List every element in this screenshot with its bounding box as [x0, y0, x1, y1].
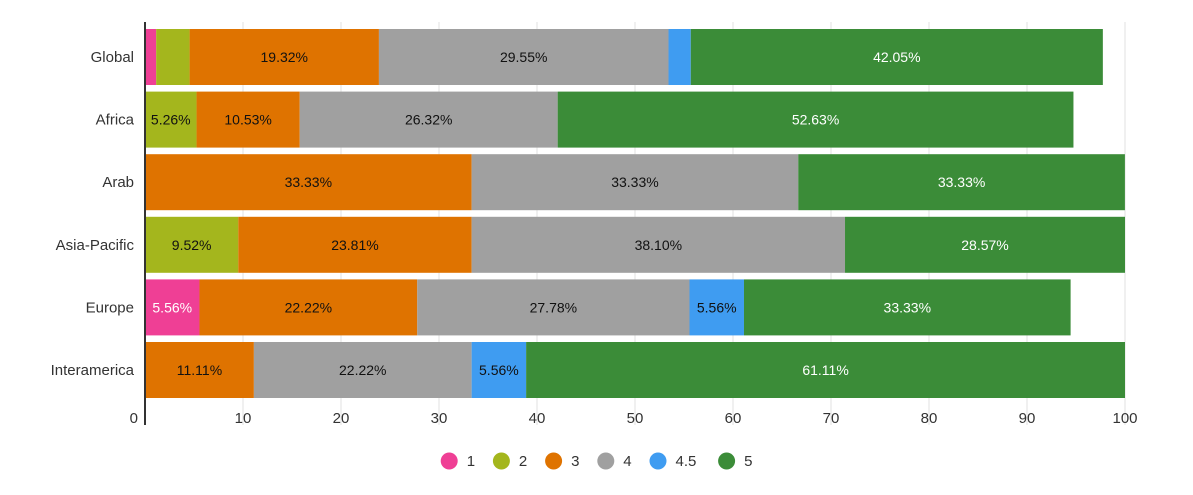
data-label-europe-series-3: 22.22%	[285, 299, 332, 315]
bar-asia-pacific-series-3	[238, 216, 472, 273]
x-tick-label: 30	[431, 410, 448, 427]
bar-global-series-1	[145, 29, 157, 85]
data-label-global-series-4: 29.55%	[500, 49, 547, 65]
bars	[145, 29, 1125, 398]
legend-item-2[interactable]: 2	[492, 452, 527, 471]
legend-swatch-2	[492, 452, 510, 470]
legend-label-3: 3	[571, 453, 579, 470]
bar-interamerica-series-5	[526, 342, 1125, 398]
x-tick-label: 20	[333, 410, 350, 427]
x-tick-label: 40	[529, 410, 546, 427]
data-label-africa-series-5: 52.63%	[792, 112, 839, 128]
bar-africa-series-2	[145, 91, 197, 148]
bar-arab-series-3	[145, 154, 472, 211]
data-label-global-series-3: 19.32%	[261, 49, 308, 65]
data-label-europe-series-1: 5.56%	[152, 299, 192, 315]
category-label-asia-pacific: Asia-Pacific	[56, 237, 135, 254]
category-axis-labels: Global Africa Arab Asia-Pacific Europe Intera…	[51, 49, 135, 379]
legend: 1 2 3 4 4.5 5	[440, 452, 752, 471]
bar-global-series-4-5	[668, 29, 691, 85]
bar-asia-pacific-series-4	[471, 216, 846, 273]
legend-item-4[interactable]: 4	[597, 452, 632, 471]
bar-europe-series-4-5	[689, 279, 744, 336]
data-label-asia-pacific-series-2: 9.52%	[172, 237, 212, 253]
data-label-arab-series-4: 33.33%	[611, 174, 658, 190]
x-tick-label: 50	[627, 410, 644, 427]
legend-swatch-4-5	[649, 452, 667, 470]
category-label-interamerica: Interamerica	[51, 362, 135, 379]
data-label-arab-series-3: 33.33%	[285, 174, 332, 190]
x-tick-label: 60	[725, 410, 742, 427]
bar-arab-series-5	[798, 154, 1125, 211]
bar-europe-series-4	[417, 279, 690, 336]
legend-label-4: 4	[623, 453, 631, 470]
data-label-arab-series-5: 33.33%	[938, 174, 985, 190]
data-label-asia-pacific-series-5: 28.57%	[961, 237, 1008, 253]
data-label-europe-series-4-5: 5.56%	[697, 299, 737, 315]
bar-asia-pacific-series-2	[145, 216, 239, 273]
data-label-asia-pacific-series-3: 23.81%	[331, 237, 378, 253]
legend-label-1: 1	[467, 453, 475, 470]
x-tick-label: 70	[823, 410, 840, 427]
data-label-africa-series-2: 5.26%	[151, 112, 191, 128]
x-tick-label: 80	[921, 410, 938, 427]
data-label-europe-series-4: 27.78%	[530, 299, 577, 315]
data-label-europe-series-5: 33.33%	[884, 299, 931, 315]
bar-arab-series-4	[471, 154, 799, 211]
data-label-interamerica-series-3: 11.11%	[177, 362, 222, 378]
data-label-interamerica-series-4-5: 5.56%	[479, 362, 519, 378]
bar-europe-series-3	[199, 279, 418, 336]
bar-africa-series-4	[299, 91, 558, 148]
category-label-global: Global	[91, 49, 134, 66]
category-label-europe: Europe	[86, 299, 134, 316]
bar-global-series-3	[189, 29, 379, 85]
legend-item-3[interactable]: 3	[545, 452, 579, 471]
bar-global-series-4	[378, 29, 669, 85]
legend-label-4-5: 4.5	[676, 453, 697, 470]
category-label-africa: Africa	[96, 112, 135, 129]
legend-item-5[interactable]: 5	[718, 452, 752, 471]
bar-global-series-2	[156, 29, 190, 85]
category-label-arab: Arab	[102, 174, 134, 191]
data-label-africa-series-4: 26.32%	[405, 112, 452, 128]
data-label-interamerica-series-5: 61.11%	[802, 362, 848, 378]
x-tick-label: 90	[1019, 410, 1036, 427]
x-tick-label: 10	[235, 410, 252, 427]
data-label-asia-pacific-series-4: 38.10%	[635, 237, 682, 253]
x-axis-tick-labels: 0 10 20 30 40 50 60 70 80 90 100	[130, 410, 1138, 427]
bar-interamerica-series-4	[253, 342, 472, 398]
bar-interamerica-series-3	[145, 342, 254, 398]
x-tick-label: 0	[130, 410, 138, 427]
bar-africa-series-3	[196, 91, 300, 148]
legend-item-4-5[interactable]: 4.5	[649, 452, 697, 471]
data-label-global-series-5: 42.05%	[873, 49, 920, 65]
legend-swatch-1	[440, 452, 458, 470]
data-label-interamerica-series-4: 22.22%	[339, 362, 386, 378]
bar-data-labels: 19.32% 29.55% 42.05% 5.26% 10.53% 26.32% 52.63…	[151, 49, 1009, 378]
legend-label-5: 5	[744, 453, 752, 470]
x-tick-label: 100	[1112, 410, 1137, 427]
bar-global-series-5	[690, 29, 1103, 85]
legend-label-2: 2	[519, 453, 527, 470]
legend-swatch-4	[597, 452, 615, 470]
bar-asia-pacific-series-5	[845, 216, 1125, 273]
legend-swatch-3	[545, 452, 563, 470]
bar-interamerica-series-4-5	[471, 342, 527, 398]
bar-africa-series-5	[557, 91, 1074, 148]
bar-europe-series-1	[145, 279, 200, 336]
legend-swatch-5	[718, 452, 736, 470]
bar-europe-series-5	[743, 279, 1071, 336]
data-label-africa-series-3: 10.53%	[224, 112, 271, 128]
legend-item-1[interactable]: 1	[440, 452, 475, 471]
